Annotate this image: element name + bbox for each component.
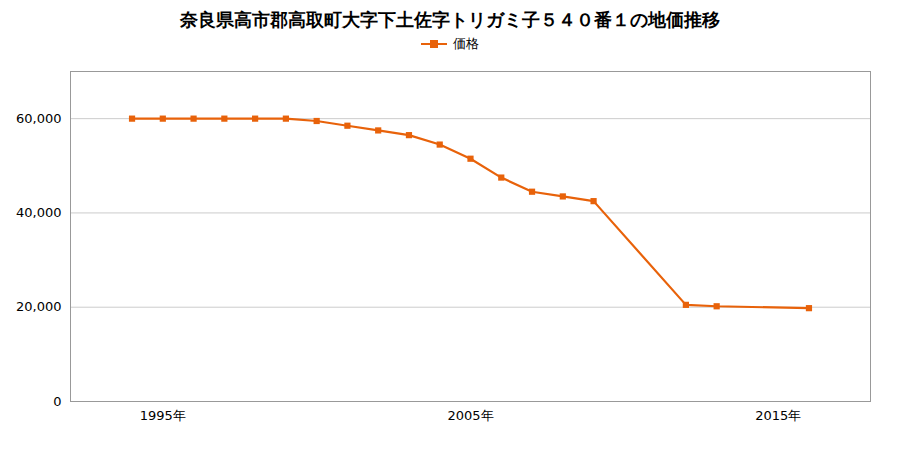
svg-text:40,000: 40,000 — [16, 205, 62, 220]
svg-text:1995年: 1995年 — [140, 408, 186, 423]
svg-text:0: 0 — [53, 394, 61, 409]
html-text:奈良県高市郡高取町大字下土佐字トリガミ子５４０番１の地価推移: 奈良県高市郡高取町大字下土佐字トリガミ子５４０番１の地価推移 — [180, 9, 720, 30]
svg-text:20,000: 20,000 — [16, 299, 62, 314]
svg-text:2005年: 2005年 — [447, 408, 493, 423]
html-text:価格: 価格 — [453, 36, 479, 51]
svg-text:2015年: 2015年 — [755, 408, 801, 423]
svg-text:60,000: 60,000 — [16, 111, 62, 126]
